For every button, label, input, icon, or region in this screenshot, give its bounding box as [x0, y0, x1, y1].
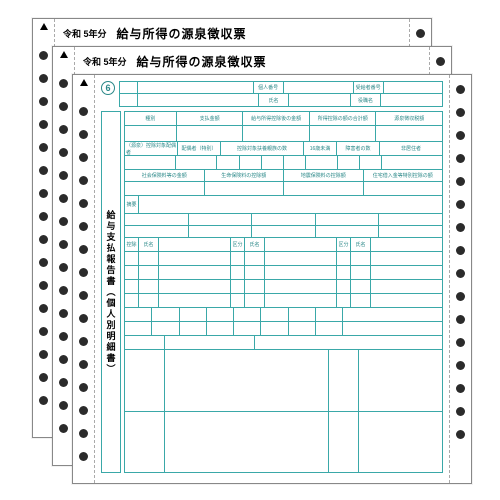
form-title: 給与所得の源泉徴収票 — [117, 25, 247, 42]
front-content: 6 個人番号 受給者番号 — [95, 75, 449, 483]
main-grid: 種別 支払金額 給与所得控除後の金額 所得控除の額の合計額 源泉徴収税額 （源泉… — [124, 111, 443, 473]
form-number-circle: 6 — [101, 81, 115, 95]
year-label: 令和 5年分 — [63, 27, 107, 40]
tractor-feed-left — [73, 75, 95, 483]
top-strip-grid: 個人番号 受給者番号 氏名 役職名 — [119, 81, 443, 107]
vertical-title: 給与支払報告書（個人別明細書） — [101, 111, 121, 473]
year-label: 令和 5年分 — [83, 55, 127, 68]
tractor-feed-right — [449, 75, 471, 483]
form-title: 給与所得の源泉徴収票 — [137, 53, 267, 70]
tax-form-front: 6 個人番号 受給者番号 — [72, 74, 472, 484]
